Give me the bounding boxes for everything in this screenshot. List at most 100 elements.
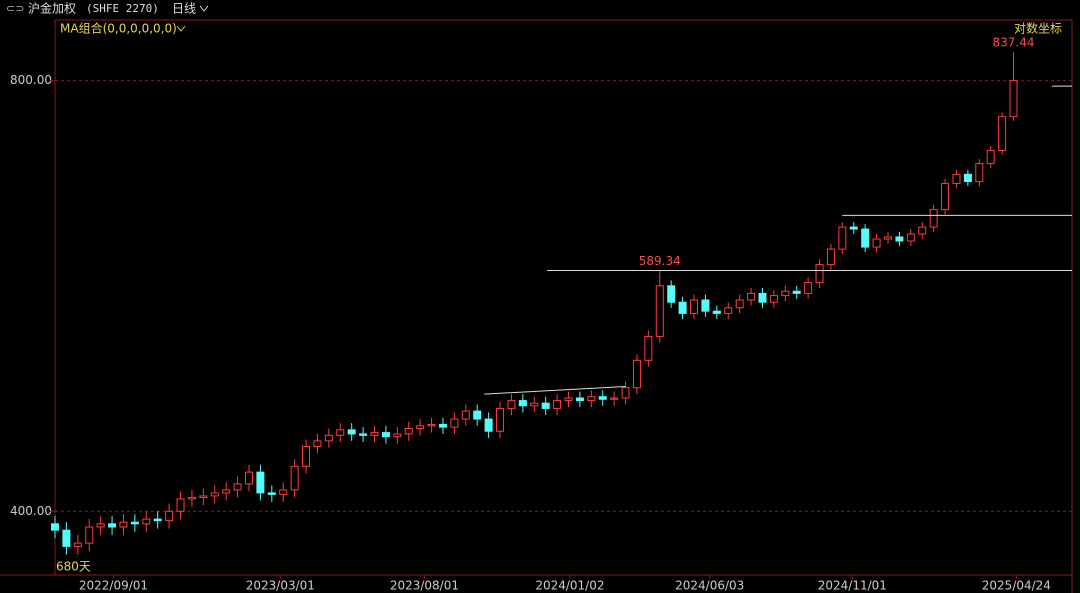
indicator-label[interactable]: MA组合(0,0,0,0,0,0) bbox=[60, 21, 177, 36]
candle-body bbox=[96, 523, 105, 528]
high-price-label: 589.34 bbox=[639, 254, 681, 268]
candle-body bbox=[690, 299, 699, 314]
y-tick-label: 400.00 bbox=[10, 504, 52, 518]
candle-body bbox=[416, 425, 425, 429]
candle-body bbox=[963, 173, 972, 183]
drawn-line bbox=[484, 385, 626, 395]
candle-body bbox=[279, 489, 288, 495]
candle-body bbox=[404, 427, 413, 435]
candle-body bbox=[610, 397, 619, 400]
candle-body bbox=[496, 407, 505, 432]
candle-body bbox=[849, 226, 858, 230]
candle-body bbox=[678, 301, 687, 314]
symbol-code: (SHFE 2270) bbox=[86, 2, 159, 15]
candle-body bbox=[575, 397, 584, 402]
candle-body bbox=[267, 492, 276, 495]
candle-body bbox=[632, 359, 641, 389]
x-tick-label: 2025/04/24 bbox=[982, 579, 1051, 593]
x-tick-label: 2024/01/02 bbox=[535, 579, 604, 593]
candle-body bbox=[861, 228, 870, 248]
toolbar bbox=[0, 0, 1080, 19]
candle-body bbox=[222, 489, 231, 494]
candle-body bbox=[370, 432, 379, 436]
candle-body bbox=[290, 465, 299, 491]
candle-body bbox=[324, 434, 333, 442]
candle-body bbox=[792, 290, 801, 294]
candle-body bbox=[119, 521, 128, 528]
candle-body bbox=[187, 496, 196, 500]
candle-body bbox=[735, 299, 744, 309]
candle-body bbox=[210, 492, 219, 497]
candle-body bbox=[85, 526, 94, 544]
period-dropdown-arrow[interactable] bbox=[199, 5, 209, 12]
candle-body bbox=[438, 423, 447, 428]
candle-body bbox=[815, 264, 824, 284]
candle-body bbox=[313, 440, 322, 447]
candle-body bbox=[986, 149, 995, 165]
candle-body bbox=[895, 236, 904, 242]
x-tick-label: 2024/11/01 bbox=[818, 579, 887, 593]
y-tick-label: 800.00 bbox=[10, 73, 52, 87]
candle-body bbox=[233, 483, 242, 491]
candle-body bbox=[176, 498, 185, 512]
candle-body bbox=[541, 402, 550, 409]
candle-body bbox=[484, 418, 493, 432]
candle-body bbox=[51, 523, 59, 531]
candle-body bbox=[758, 292, 767, 303]
x-tick-label: 2022/09/01 bbox=[79, 579, 148, 593]
candle-body bbox=[747, 292, 756, 301]
high-price-label: 837.44 bbox=[993, 36, 1035, 50]
candle-body bbox=[336, 429, 345, 436]
candle-body bbox=[461, 410, 470, 420]
candle-body bbox=[838, 226, 847, 250]
candle-body bbox=[507, 400, 516, 409]
candle-body bbox=[347, 429, 356, 435]
candle-body bbox=[244, 471, 253, 485]
candle-body bbox=[701, 299, 710, 312]
candle-body bbox=[587, 396, 596, 402]
candle-body bbox=[975, 163, 984, 183]
candle-body bbox=[906, 233, 915, 242]
candle-body bbox=[530, 402, 539, 407]
candle-body bbox=[142, 518, 151, 525]
candle-body bbox=[359, 433, 368, 436]
candle-body bbox=[302, 445, 311, 467]
candle-body bbox=[165, 510, 174, 522]
candle-body bbox=[929, 209, 938, 228]
candle-body bbox=[598, 396, 607, 400]
candle-body bbox=[199, 495, 208, 498]
candle-body bbox=[518, 400, 527, 407]
bar-count: 680天 bbox=[56, 560, 91, 574]
candle-body bbox=[667, 285, 676, 303]
candle-body bbox=[130, 521, 139, 525]
candle-body bbox=[108, 523, 117, 528]
period-selector[interactable]: 日线 bbox=[172, 2, 196, 16]
candle-body bbox=[256, 471, 265, 494]
candle-body bbox=[473, 410, 482, 420]
candle-body bbox=[724, 307, 733, 314]
candle-body bbox=[918, 226, 927, 235]
candle-body bbox=[804, 282, 813, 294]
candle-body bbox=[998, 116, 1007, 151]
candle-body bbox=[941, 182, 950, 211]
candle-body bbox=[553, 400, 562, 409]
x-tick-label: 2023/08/01 bbox=[390, 579, 459, 593]
candle-body bbox=[781, 290, 790, 297]
candle-body bbox=[153, 518, 162, 522]
indicator-dropdown-arrow[interactable] bbox=[176, 25, 186, 32]
candle-body bbox=[62, 529, 71, 547]
candle-body bbox=[872, 238, 881, 248]
candle-body bbox=[381, 432, 390, 438]
candle-body bbox=[621, 387, 630, 399]
candle-body bbox=[450, 418, 459, 428]
link-icon: ⊂⊃ bbox=[6, 2, 24, 15]
candle-body bbox=[883, 236, 892, 240]
scale-mode[interactable]: 对数坐标 bbox=[1014, 21, 1062, 36]
candle-body bbox=[564, 397, 573, 402]
candle-body bbox=[826, 248, 835, 266]
candle-body bbox=[655, 285, 664, 337]
candle-body bbox=[644, 335, 653, 361]
symbol-name[interactable]: 沪金加权 bbox=[28, 1, 76, 16]
candle-body bbox=[393, 433, 402, 438]
